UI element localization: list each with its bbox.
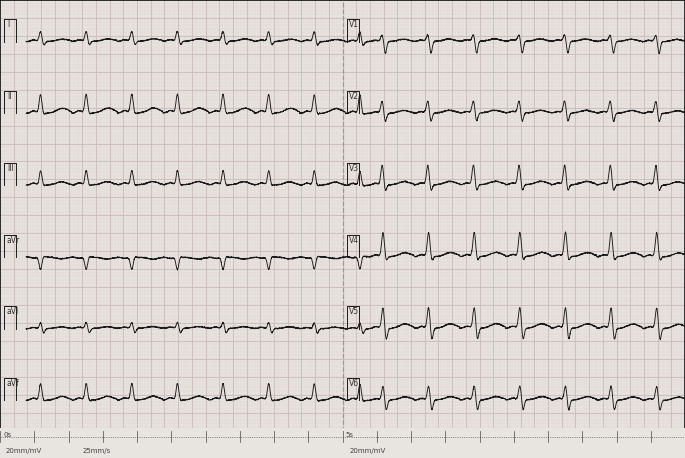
Text: V4: V4: [349, 236, 360, 245]
Text: V1: V1: [349, 21, 360, 29]
Text: V2: V2: [349, 92, 360, 101]
Text: 25mm/s: 25mm/s: [82, 448, 110, 454]
Text: V3: V3: [349, 164, 360, 173]
Text: aVl: aVl: [7, 307, 19, 316]
Text: 0s: 0s: [3, 432, 12, 438]
Text: III: III: [7, 164, 14, 173]
Text: aVr: aVr: [7, 236, 20, 245]
Text: II: II: [7, 92, 12, 101]
Text: V6: V6: [349, 379, 360, 388]
Text: aVf: aVf: [7, 379, 20, 388]
Text: 20mm/mV: 20mm/mV: [5, 448, 42, 454]
Text: 5s: 5s: [346, 432, 354, 438]
Text: V5: V5: [349, 307, 360, 316]
Text: I: I: [7, 21, 9, 29]
Text: 20mm/mV: 20mm/mV: [349, 448, 386, 454]
